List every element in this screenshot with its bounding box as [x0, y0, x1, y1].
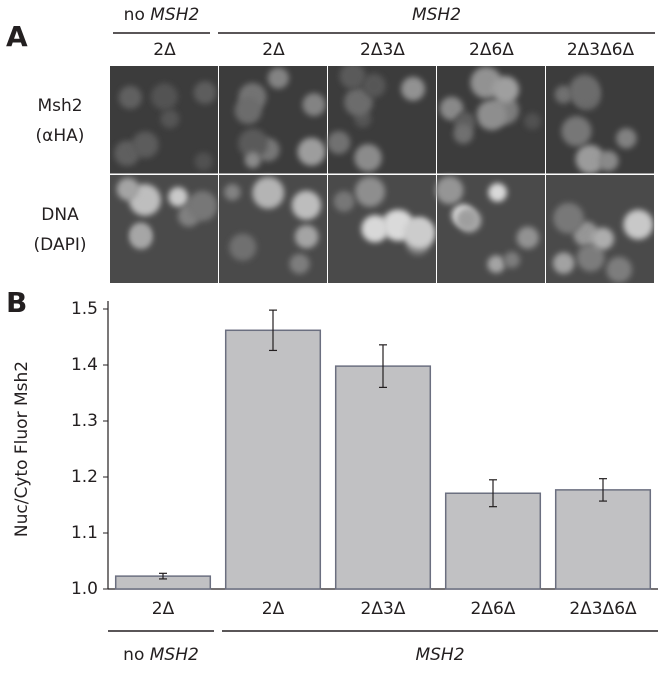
cell: [129, 226, 153, 250]
cell: [598, 150, 619, 172]
panel-label: B: [6, 286, 27, 319]
row-label: DNA: [41, 205, 79, 225]
cell: [116, 177, 140, 201]
y-tick-label: 1.5: [71, 299, 98, 319]
column-label: 2Δ3Δ: [360, 40, 405, 60]
cell: [229, 233, 257, 261]
cell: [553, 202, 584, 234]
cell: [552, 252, 575, 274]
group-prefix: no: [123, 645, 144, 665]
bar: [334, 365, 432, 590]
cell: [238, 128, 268, 159]
cell: [503, 251, 521, 269]
cell: [362, 73, 386, 98]
group-label: MSH2: [412, 5, 461, 25]
group-label: no MSH2: [124, 5, 200, 25]
cell: [289, 253, 310, 274]
error-bar: [599, 478, 607, 502]
cell: [354, 144, 382, 172]
cell: [160, 109, 180, 129]
cell: [458, 211, 476, 228]
cell: [606, 256, 632, 283]
cell: [234, 97, 262, 125]
cell: [554, 85, 573, 104]
y-tick-label: 1.3: [71, 411, 98, 431]
group-gene: MSH2: [412, 5, 461, 25]
cell: [516, 226, 539, 249]
cell: [252, 176, 285, 209]
group-label: MSH2: [415, 645, 464, 665]
bar: [554, 489, 652, 590]
cell: [327, 130, 351, 155]
column-label: 2Δ: [153, 40, 176, 60]
group-prefix: no: [124, 5, 145, 25]
column-label: 2Δ3Δ6Δ: [567, 40, 635, 60]
row-label: (DAPI): [34, 235, 87, 255]
cell: [623, 209, 654, 240]
cell: [576, 243, 605, 272]
cell: [401, 76, 426, 101]
cell: [297, 137, 326, 166]
cell: [476, 100, 507, 131]
error-bar: [159, 572, 167, 580]
cell: [150, 83, 178, 111]
cell: [344, 87, 373, 117]
cell: [575, 144, 605, 174]
cell: [267, 67, 289, 89]
y-tick-label: 1.4: [71, 355, 98, 375]
group-gene: MSH2: [415, 645, 464, 665]
cell: [294, 224, 319, 249]
cell: [569, 74, 600, 106]
cell: [244, 152, 261, 169]
y-tick-label: 1.2: [71, 467, 98, 487]
cell: [194, 152, 213, 171]
cell: [488, 183, 507, 202]
cell: [333, 190, 355, 212]
cell: [403, 217, 436, 249]
micrographs: [110, 66, 654, 283]
x-tick-label: 2Δ: [262, 599, 285, 619]
column-label: 2Δ: [262, 40, 285, 60]
error-bar: [489, 479, 497, 508]
cell: [302, 93, 326, 117]
column-label: 2Δ6Δ: [469, 40, 514, 60]
x-tick-label: 2Δ3Δ6Δ: [569, 599, 637, 619]
x-tick-label: 2Δ6Δ: [471, 599, 516, 619]
cell: [453, 124, 474, 144]
row-label: Msh2: [37, 96, 82, 116]
cell: [439, 96, 464, 121]
cell: [291, 190, 322, 220]
cell: [487, 255, 506, 274]
cell: [354, 176, 386, 207]
cell: [435, 176, 464, 205]
panel-label: A: [6, 20, 28, 53]
group-gene: MSH2: [150, 5, 199, 25]
error-bar: [379, 344, 387, 388]
cell: [193, 81, 217, 104]
row-label: (αHA): [36, 126, 85, 146]
group-label: no MSH2: [123, 645, 199, 665]
cell: [168, 187, 188, 207]
cell: [118, 85, 142, 110]
cell: [616, 128, 637, 149]
x-tick-label: 2Δ: [152, 599, 175, 619]
y-tick-label: 1.0: [71, 579, 98, 599]
y-tick-label: 1.1: [71, 523, 98, 543]
cell: [591, 227, 614, 250]
cell: [524, 112, 541, 130]
y-axis-title: Nuc/Cyto Fluor Msh2: [12, 361, 32, 537]
cell: [224, 184, 241, 201]
bar: [444, 492, 542, 590]
group-gene: MSH2: [150, 645, 199, 665]
cell: [339, 66, 366, 90]
cell: [187, 190, 218, 222]
cell: [561, 116, 592, 147]
bar: [224, 329, 322, 590]
cell: [361, 215, 389, 243]
cell: [132, 131, 159, 159]
cell: [492, 76, 520, 103]
error-bar: [269, 309, 277, 352]
x-tick-label: 2Δ3Δ: [361, 599, 406, 619]
